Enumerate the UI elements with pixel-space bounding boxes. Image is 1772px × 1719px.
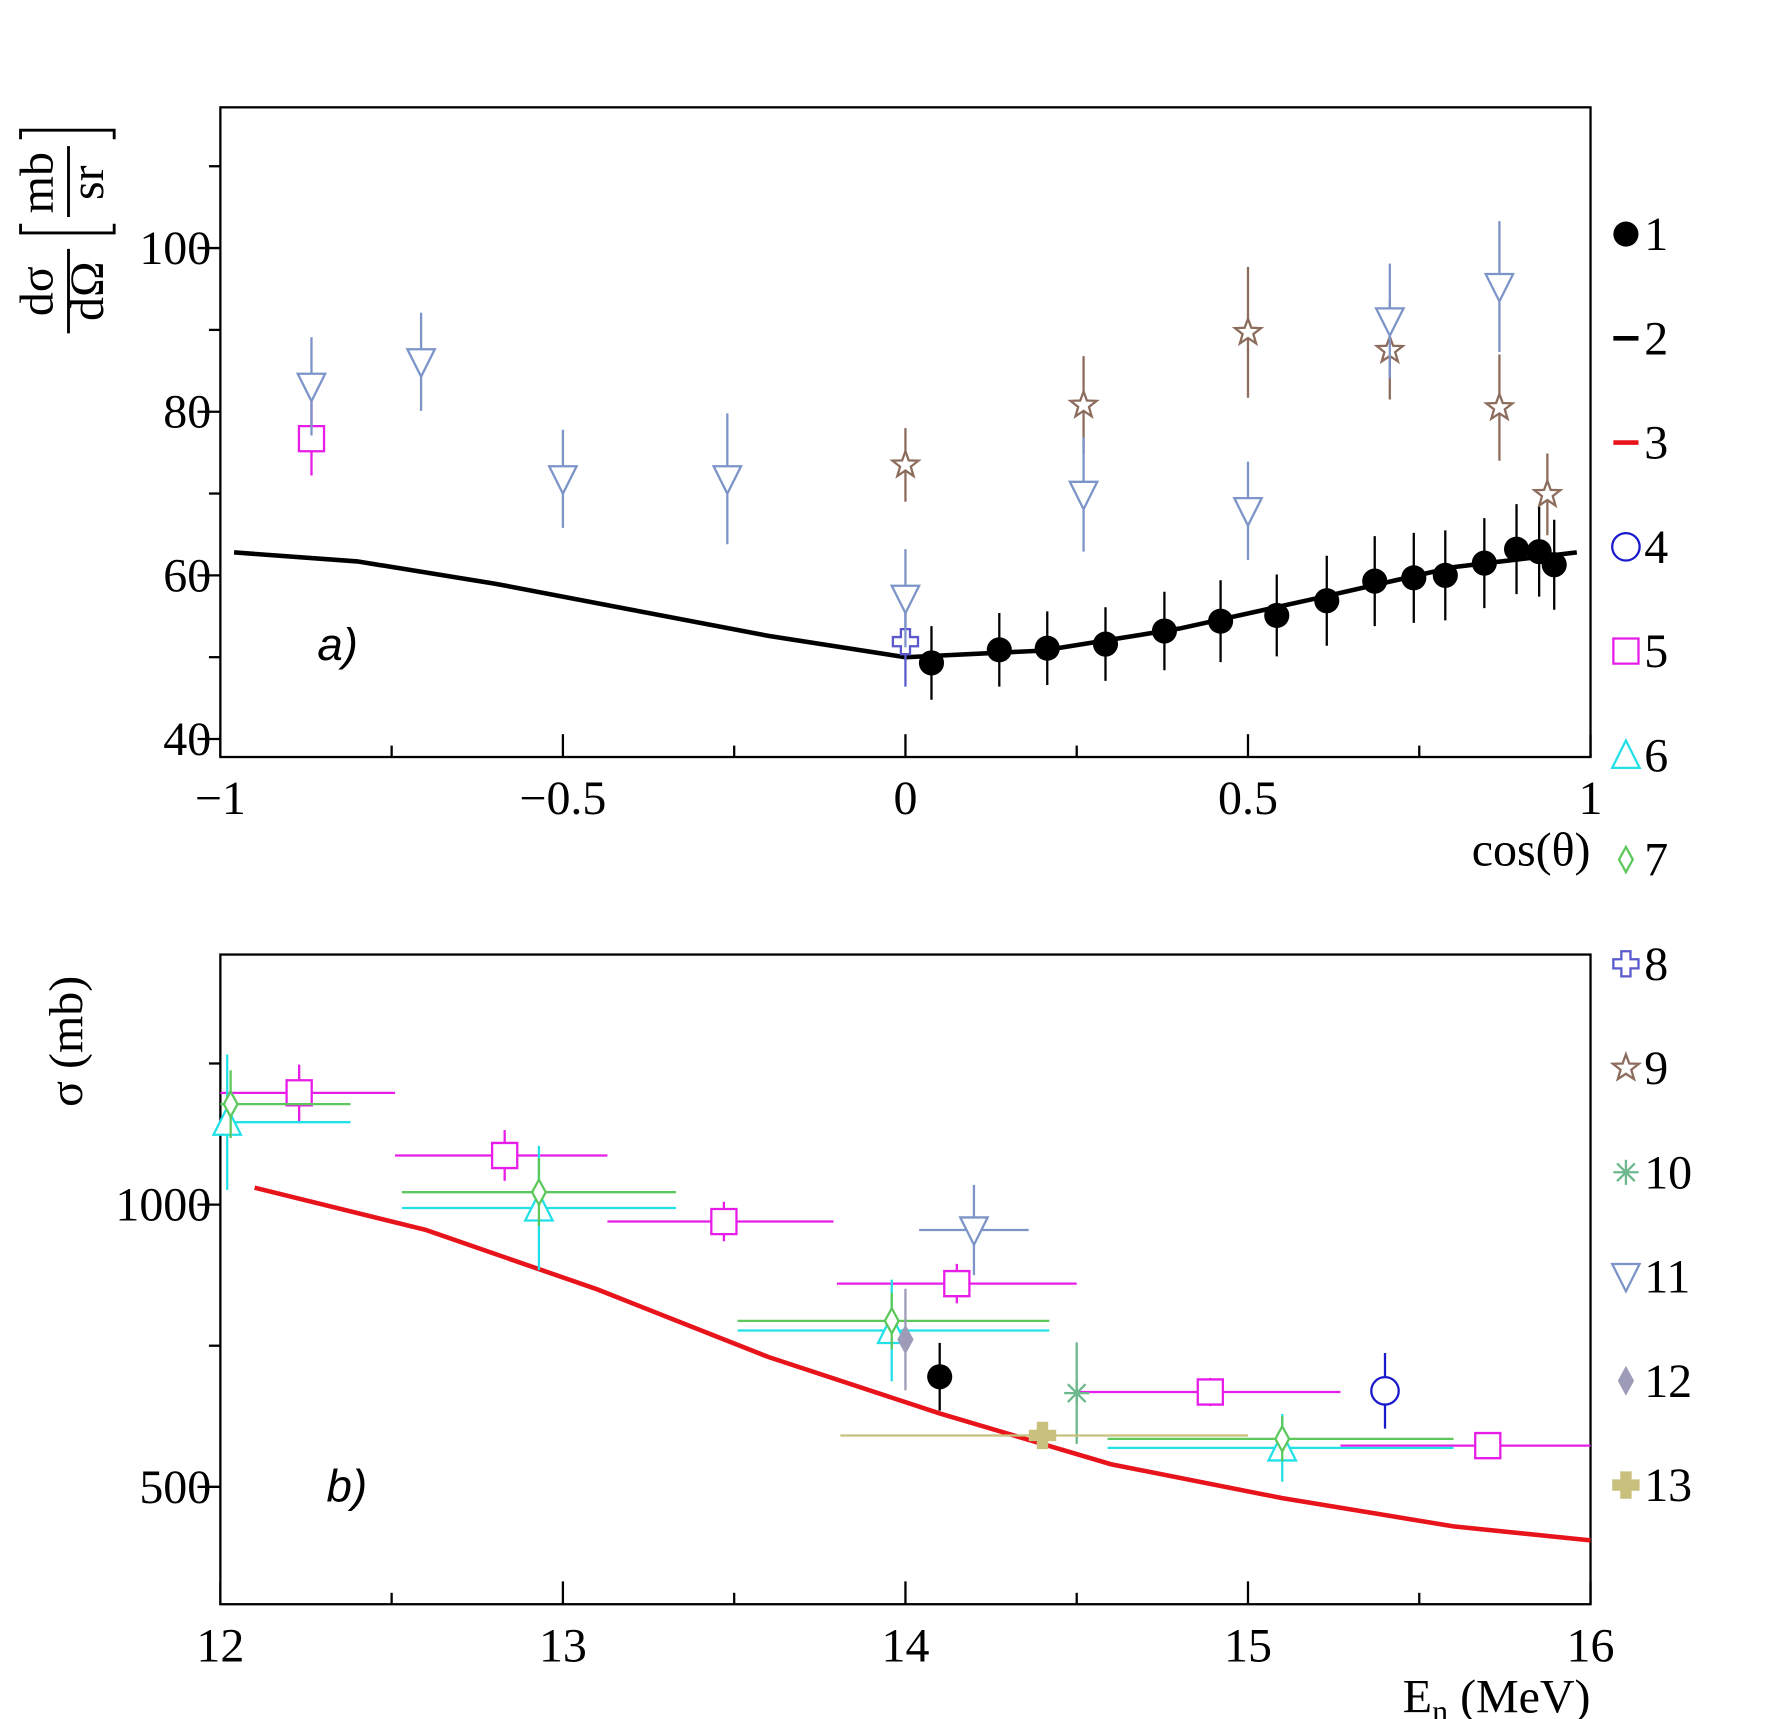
- data-point: [222, 1089, 239, 1120]
- data-point: [1474, 1431, 1502, 1460]
- x-tick-label: 1: [1579, 772, 1603, 825]
- y-tick-label: 500: [139, 1461, 211, 1514]
- legend-label: 7: [1644, 834, 1668, 887]
- data-point: [889, 447, 922, 479]
- x-tick-label: 15: [1224, 1619, 1272, 1672]
- legend-label: 6: [1644, 729, 1668, 782]
- data-point: [1483, 390, 1516, 422]
- data-point: [1541, 552, 1567, 578]
- data-point: [710, 1207, 738, 1236]
- curve: [254, 1185, 1591, 1543]
- x-title-rest: (MeV): [1448, 1671, 1590, 1719]
- x-axis-title-a: cos(θ): [1472, 823, 1591, 876]
- data-point: [547, 465, 579, 497]
- y-title-unit-numerator: mb: [11, 152, 64, 213]
- annotation-b: b): [327, 1460, 368, 1511]
- legend-label: 11: [1644, 1251, 1690, 1304]
- x-title-main: E: [1403, 1671, 1432, 1719]
- data-point: [295, 372, 328, 404]
- x-tick-label: 13: [539, 1619, 587, 1672]
- x-tick-label: −0.5: [519, 772, 606, 825]
- y-axis-title-a: dσ dΩ mb sr: [11, 128, 116, 334]
- x-title-subscript: n: [1432, 1694, 1448, 1719]
- plot-frame-b: [219, 953, 1592, 1606]
- x-tick-label: 14: [881, 1619, 929, 1672]
- data-point: [1231, 315, 1265, 347]
- x-tick-label: 0.5: [1218, 772, 1278, 825]
- legend-label: 3: [1644, 417, 1668, 470]
- data-point: [211, 1104, 243, 1136]
- legend-label: 13: [1644, 1459, 1692, 1512]
- y-title-denominator: dΩ: [61, 261, 114, 321]
- y-tick-label: 60: [163, 549, 211, 602]
- legend-label: 12: [1644, 1355, 1692, 1408]
- x-tick-label: 12: [196, 1619, 244, 1672]
- data-point: [883, 1305, 900, 1336]
- bracket: [19, 223, 116, 235]
- y-title-unit-denominator: sr: [61, 165, 114, 200]
- legend-swatch: [1612, 1471, 1640, 1499]
- legend-swatch: [1617, 844, 1635, 875]
- data-point: [490, 1141, 519, 1170]
- legend-swatch: [1610, 1262, 1642, 1294]
- data-point: [1028, 1421, 1057, 1450]
- data-point: [1068, 480, 1100, 512]
- data-point: [927, 1364, 953, 1390]
- legend-label: 5: [1644, 625, 1668, 678]
- data-point: [1064, 1380, 1090, 1406]
- legend-swatch: [1612, 637, 1640, 665]
- data-point: [889, 584, 921, 616]
- legend-swatch: [1609, 1050, 1643, 1082]
- annotation-a: a): [317, 619, 358, 670]
- data-point: [285, 1079, 313, 1107]
- y-tick-label: 1000: [115, 1179, 211, 1232]
- legend-swatch: [1610, 737, 1642, 770]
- data-point: [1374, 307, 1406, 339]
- y-tick-label: 40: [163, 713, 211, 766]
- legend-label: 9: [1644, 1042, 1668, 1095]
- data-point: [958, 1216, 990, 1248]
- x-tick-label: 0: [893, 772, 917, 825]
- legend-label: 2: [1644, 312, 1668, 365]
- bracket: [19, 128, 116, 140]
- data-point: [1067, 388, 1100, 420]
- data-point: [1503, 536, 1530, 562]
- data-point: [897, 1324, 914, 1355]
- legend-label: 10: [1644, 1146, 1692, 1199]
- x-tick-label: 16: [1567, 1619, 1615, 1672]
- data-point: [1483, 272, 1515, 304]
- data-point: [1531, 477, 1564, 509]
- data-point: [711, 465, 743, 497]
- legend-swatch: [1613, 221, 1639, 247]
- figure-content: dσ dΩ mb sr cos(θ) a) σ (mb) En (MeV) b)…: [11, 106, 1692, 1719]
- legend-label: 8: [1644, 938, 1668, 991]
- y-title-numerator: dσ: [11, 266, 64, 316]
- data-point: [943, 1269, 971, 1298]
- data-point: [530, 1177, 548, 1208]
- data-point: [1232, 497, 1264, 529]
- data-point: [297, 425, 326, 453]
- legend-swatch: [1611, 531, 1641, 562]
- data-point: [1196, 1378, 1225, 1406]
- y-tick-label: 80: [163, 386, 211, 439]
- data-point: [1370, 1376, 1400, 1406]
- legend-swatch: [1613, 1159, 1639, 1185]
- x-axis-title-b: En (MeV): [1403, 1671, 1591, 1719]
- y-axis-title-b: σ (mb): [40, 976, 93, 1107]
- legend-label: 4: [1644, 521, 1668, 574]
- legend-label: 1: [1644, 208, 1668, 261]
- data-point: [986, 637, 1012, 663]
- x-tick-label: −1: [195, 772, 246, 825]
- legend-swatch: [1612, 950, 1640, 978]
- data-point: [1274, 1423, 1291, 1454]
- legend-swatch: [1617, 1365, 1635, 1396]
- data-point: [405, 348, 437, 380]
- y-tick-label: 100: [139, 222, 211, 275]
